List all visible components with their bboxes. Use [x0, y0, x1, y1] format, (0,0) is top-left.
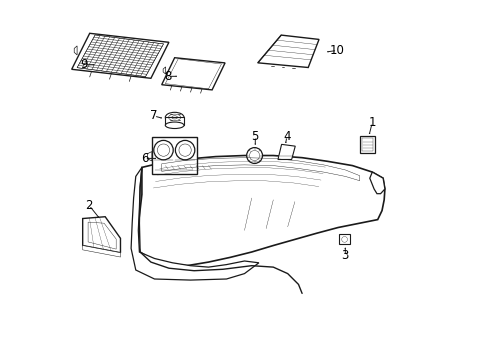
Text: 9: 9 [81, 58, 88, 71]
Polygon shape [360, 136, 374, 153]
Text: 7: 7 [150, 109, 157, 122]
Text: 1: 1 [368, 116, 375, 129]
Polygon shape [147, 152, 151, 161]
Polygon shape [162, 58, 224, 90]
Polygon shape [277, 144, 295, 159]
Polygon shape [257, 35, 318, 68]
Text: 8: 8 [164, 70, 171, 83]
Text: 10: 10 [329, 44, 344, 57]
Circle shape [246, 148, 262, 163]
Ellipse shape [165, 112, 183, 122]
Polygon shape [165, 117, 183, 125]
Ellipse shape [175, 140, 194, 160]
Text: 5: 5 [251, 130, 259, 143]
Ellipse shape [153, 140, 173, 160]
Polygon shape [82, 246, 120, 257]
Text: 2: 2 [85, 199, 93, 212]
Ellipse shape [165, 122, 183, 129]
Polygon shape [338, 234, 349, 244]
Polygon shape [74, 46, 77, 55]
Text: 4: 4 [283, 130, 290, 143]
Polygon shape [151, 137, 196, 175]
Polygon shape [163, 67, 165, 74]
Polygon shape [131, 167, 258, 280]
Text: 6: 6 [141, 152, 148, 165]
Polygon shape [136, 156, 384, 266]
Text: 3: 3 [341, 249, 348, 262]
Polygon shape [369, 172, 384, 194]
Polygon shape [77, 35, 163, 77]
Polygon shape [72, 33, 168, 78]
Polygon shape [82, 217, 120, 253]
